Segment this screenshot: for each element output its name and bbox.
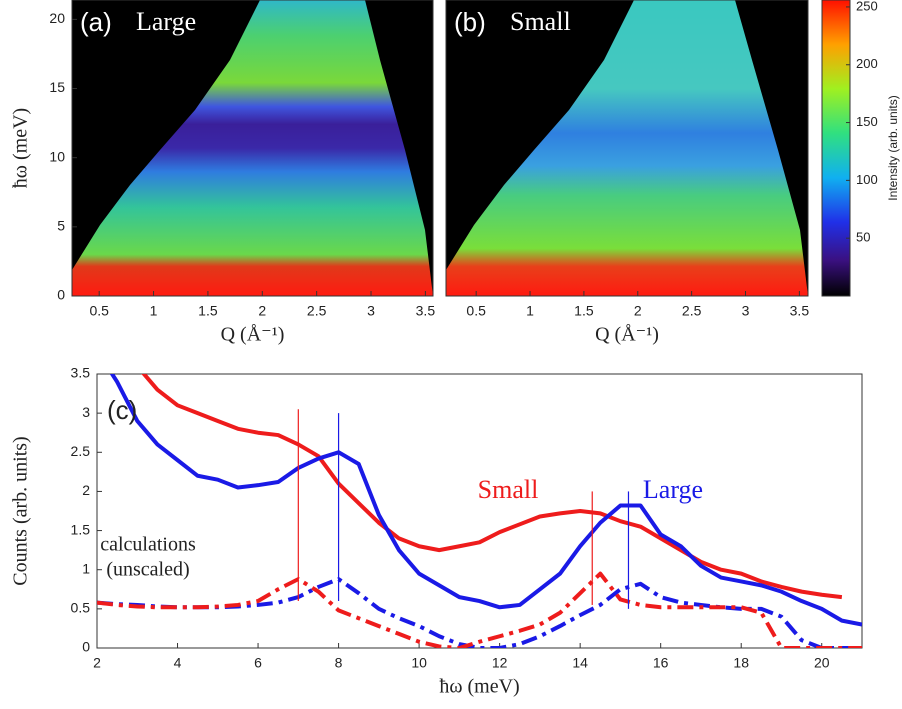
colorbar-tick-label: 100 (856, 172, 878, 187)
x-tick-label: 2.5 (682, 303, 702, 319)
x-axis-label: Q (Å⁻¹) (595, 324, 659, 346)
intensity-map (446, 0, 808, 296)
x-tick-label: 2 (93, 655, 101, 671)
series-line (109, 374, 862, 627)
y-tick-label: 3 (82, 404, 90, 420)
panel-title: Small (510, 7, 571, 36)
x-tick-label: 0.5 (466, 303, 486, 319)
panel-title: Large (136, 7, 196, 36)
x-tick-label: 1 (526, 303, 534, 319)
plot-frame (71, 0, 434, 297)
colorbar (822, 0, 850, 296)
x-tick-label: 3.5 (790, 303, 810, 319)
y-tick-label: 1.5 (71, 521, 91, 537)
y-tick-label: 10 (49, 148, 65, 164)
x-tick-label: 10 (411, 655, 427, 671)
colorbar-tick-label: 200 (856, 56, 878, 71)
x-tick-label: 6 (254, 655, 262, 671)
colorbar-tick-label: 50 (856, 230, 870, 245)
colorbar-frame (821, 0, 851, 297)
panel-label: (b) (454, 7, 486, 37)
x-axis-label: Q (Å⁻¹) (221, 324, 285, 346)
x-tick-label: 3 (367, 303, 375, 319)
panel-label: (a) (80, 7, 112, 37)
y-axis-label: ħω (meV) (10, 108, 32, 188)
series-line (141, 374, 843, 600)
annotation: (unscaled) (106, 559, 189, 581)
y-tick-label: 0.5 (71, 600, 91, 616)
y-tick-label: 2.5 (71, 443, 91, 459)
x-tick-label: 3 (742, 303, 750, 319)
plot-lines (97, 374, 862, 648)
series-line (97, 577, 862, 648)
y-tick-label: 2 (82, 482, 90, 498)
x-tick-label: 8 (335, 655, 343, 671)
x-tick-label: 14 (572, 655, 588, 671)
y-tick-label: 0 (82, 639, 90, 655)
x-axis-label: ħω (meV) (439, 676, 519, 698)
series-line (97, 571, 862, 648)
y-tick-label: 1 (82, 560, 90, 576)
x-tick-label: 18 (733, 655, 749, 671)
x-tick-label: 20 (814, 655, 830, 671)
y-tick-label: 5 (57, 218, 65, 234)
colorbar-label: Intensity (arb. units) (886, 95, 900, 200)
x-tick-label: 0.5 (89, 303, 109, 319)
panel-label: (c) (107, 395, 137, 425)
plot-frame (96, 373, 863, 649)
y-axis-label: Counts (arb. units) (10, 436, 32, 585)
series-label: Large (643, 475, 703, 504)
colorbar-tick-label: 150 (856, 114, 878, 129)
y-tick-label: 3.5 (71, 365, 91, 381)
intensity-map (72, 0, 433, 296)
x-tick-label: 16 (653, 655, 669, 671)
x-tick-label: 4 (174, 655, 182, 671)
x-tick-label: 1 (150, 303, 158, 319)
plot-frame (445, 0, 809, 297)
x-tick-label: 2.5 (307, 303, 327, 319)
colorbar-tick-label: 250 (856, 0, 878, 13)
x-tick-label: 1.5 (198, 303, 218, 319)
series-label: Small (478, 475, 539, 504)
annotation: calculations (100, 534, 196, 556)
x-tick-label: 2 (258, 303, 266, 319)
y-tick-label: 20 (49, 10, 65, 26)
x-tick-label: 2 (634, 303, 642, 319)
x-tick-label: 3.5 (416, 303, 436, 319)
x-tick-label: 1.5 (574, 303, 594, 319)
y-tick-label: 15 (49, 79, 65, 95)
x-tick-label: 12 (492, 655, 508, 671)
y-tick-label: 0 (57, 287, 65, 303)
